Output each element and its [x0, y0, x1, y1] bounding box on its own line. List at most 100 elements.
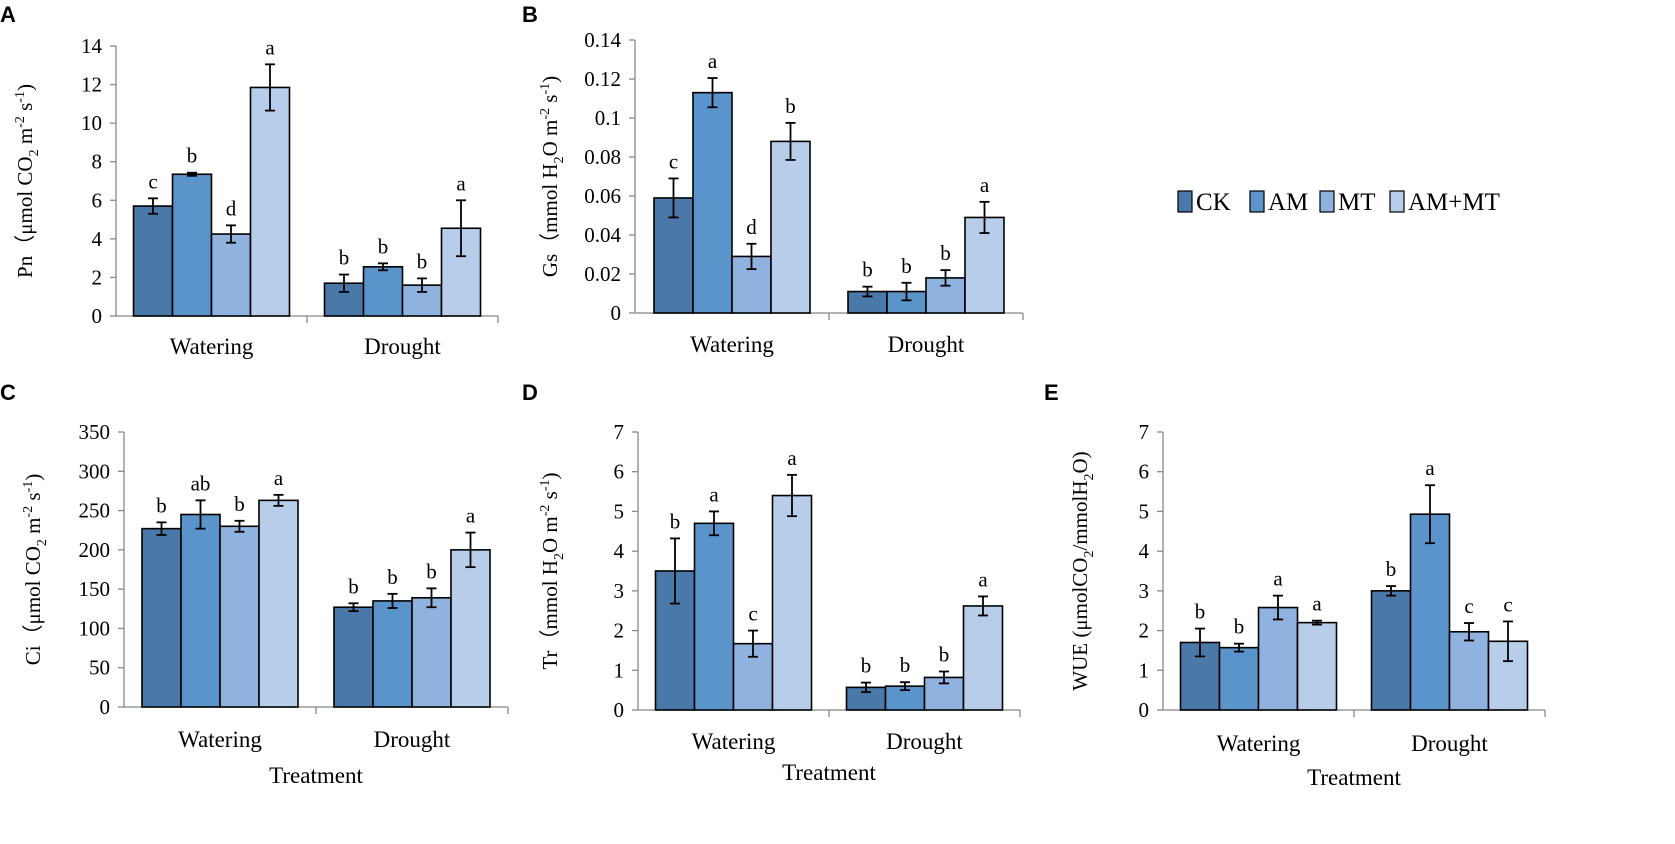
legend-label: AM+MT	[1408, 189, 1500, 216]
y-tick-label: 0.08	[584, 145, 621, 169]
significance-letter: a	[708, 49, 718, 73]
bar	[1370, 590, 1412, 711]
bar	[132, 205, 174, 317]
y-tick-label: 50	[89, 656, 110, 680]
bar	[1257, 606, 1299, 711]
y-tick-label: 14	[81, 34, 103, 58]
bar	[450, 549, 491, 708]
y-tick-label: 100	[79, 616, 111, 640]
category-label: Drought	[886, 729, 963, 754]
significance-letter: b	[378, 234, 389, 258]
legend: CK AM MT AM+MT	[1177, 189, 1500, 216]
y-tick-label: 2	[1139, 619, 1150, 643]
y-tick-label: 0	[1139, 698, 1150, 722]
significance-letter: c	[748, 602, 757, 626]
y-tick-label: 5	[614, 499, 625, 523]
significance-letter: a	[456, 171, 466, 195]
significance-letter: b	[387, 565, 398, 589]
panel-letter: E	[1044, 380, 1059, 405]
bar	[141, 527, 182, 708]
significance-letter: c	[1503, 592, 1512, 616]
category-label: Watering	[690, 332, 774, 357]
y-tick-label: 300	[79, 459, 111, 483]
category-label: Drought	[374, 727, 451, 752]
significance-letter: b	[417, 249, 428, 273]
significance-letter: b	[1386, 557, 1397, 581]
significance-letter: b	[234, 492, 245, 516]
significance-letter: a	[709, 482, 719, 506]
significance-letter: a	[274, 466, 284, 490]
bar	[249, 86, 291, 317]
bar	[1409, 513, 1451, 711]
legend-label: MT	[1338, 189, 1376, 216]
y-tick-label: 2	[614, 619, 625, 643]
x-axis-label: Treatment	[269, 763, 363, 788]
bar	[771, 494, 813, 711]
y-tick-label: 0	[611, 301, 622, 325]
y-tick-label: 8	[92, 150, 103, 174]
bar	[362, 266, 404, 317]
y-tick-label: 12	[81, 73, 102, 97]
bar	[692, 91, 733, 314]
y-tick-label: 0.12	[584, 67, 621, 91]
y-tick-label: 0.04	[584, 223, 621, 247]
category-label: Drought	[888, 332, 965, 357]
y-axis-label: Gs（mmol H2O m-2 s-1)	[538, 76, 567, 277]
bar	[1448, 630, 1490, 711]
y-tick-label: 250	[79, 499, 111, 523]
y-tick-label: 0.14	[584, 28, 621, 52]
y-tick-label: 0	[92, 304, 103, 328]
bar	[333, 606, 374, 708]
category-label: Watering	[170, 334, 254, 359]
significance-letter: b	[187, 144, 198, 168]
legend-swatch	[1249, 190, 1265, 213]
y-axis-label: Pn（μmol CO2 m-2 s-1)	[13, 84, 42, 278]
bar	[180, 513, 221, 708]
category-label: Watering	[692, 729, 776, 754]
bar	[1218, 646, 1260, 711]
y-axis-label: Tr（mmol H2O m-2 s-1)	[538, 472, 567, 669]
significance-letter: b	[901, 254, 912, 278]
y-tick-label: 6	[1139, 460, 1150, 484]
significance-letter: a	[787, 446, 797, 470]
y-axis-label: WUE (μmolCO2/mmolH2O)	[1068, 451, 1097, 690]
significance-letter: c	[148, 169, 157, 193]
y-tick-label: 7	[1139, 420, 1150, 444]
y-tick-label: 10	[81, 111, 102, 135]
significance-letter: b	[785, 94, 796, 118]
bar	[1296, 621, 1338, 711]
legend-swatch	[1177, 190, 1193, 213]
significance-letter: a	[978, 567, 988, 591]
significance-letter: a	[466, 504, 476, 528]
significance-letter: b	[940, 241, 951, 265]
y-axis-label: Ci（μmol CO2 m-2 s-1)	[21, 474, 50, 666]
panel-letter: B	[522, 2, 538, 27]
y-tick-label: 1	[1139, 658, 1150, 682]
y-tick-label: 4	[1139, 539, 1150, 563]
legend-label: CK	[1196, 189, 1231, 216]
y-tick-label: 0.06	[584, 184, 621, 208]
y-tick-label: 6	[92, 188, 103, 212]
significance-letter: b	[862, 258, 873, 282]
legend-label: AM	[1268, 189, 1308, 216]
y-tick-label: 5	[1139, 499, 1150, 523]
legend-swatch	[1389, 190, 1405, 213]
significance-letter: b	[670, 509, 681, 533]
category-label: Drought	[364, 334, 441, 359]
significance-letter: b	[339, 246, 350, 270]
significance-letter: b	[156, 493, 167, 517]
panel-d: D 0 1 2 3 4 5 6 7 b a c a Watering b b b a Drought Tr（mmol …	[522, 380, 1021, 785]
significance-letter: b	[1195, 600, 1206, 624]
bar	[411, 596, 452, 708]
significance-letter: a	[980, 173, 990, 197]
bar	[693, 522, 735, 711]
y-tick-label: 0	[614, 698, 625, 722]
y-tick-label: 6	[614, 460, 625, 484]
y-tick-label: 2	[92, 265, 103, 289]
y-tick-label: 200	[79, 538, 111, 562]
y-tick-label: 0.02	[584, 262, 621, 286]
y-tick-label: 4	[92, 227, 103, 251]
bar	[219, 525, 260, 708]
